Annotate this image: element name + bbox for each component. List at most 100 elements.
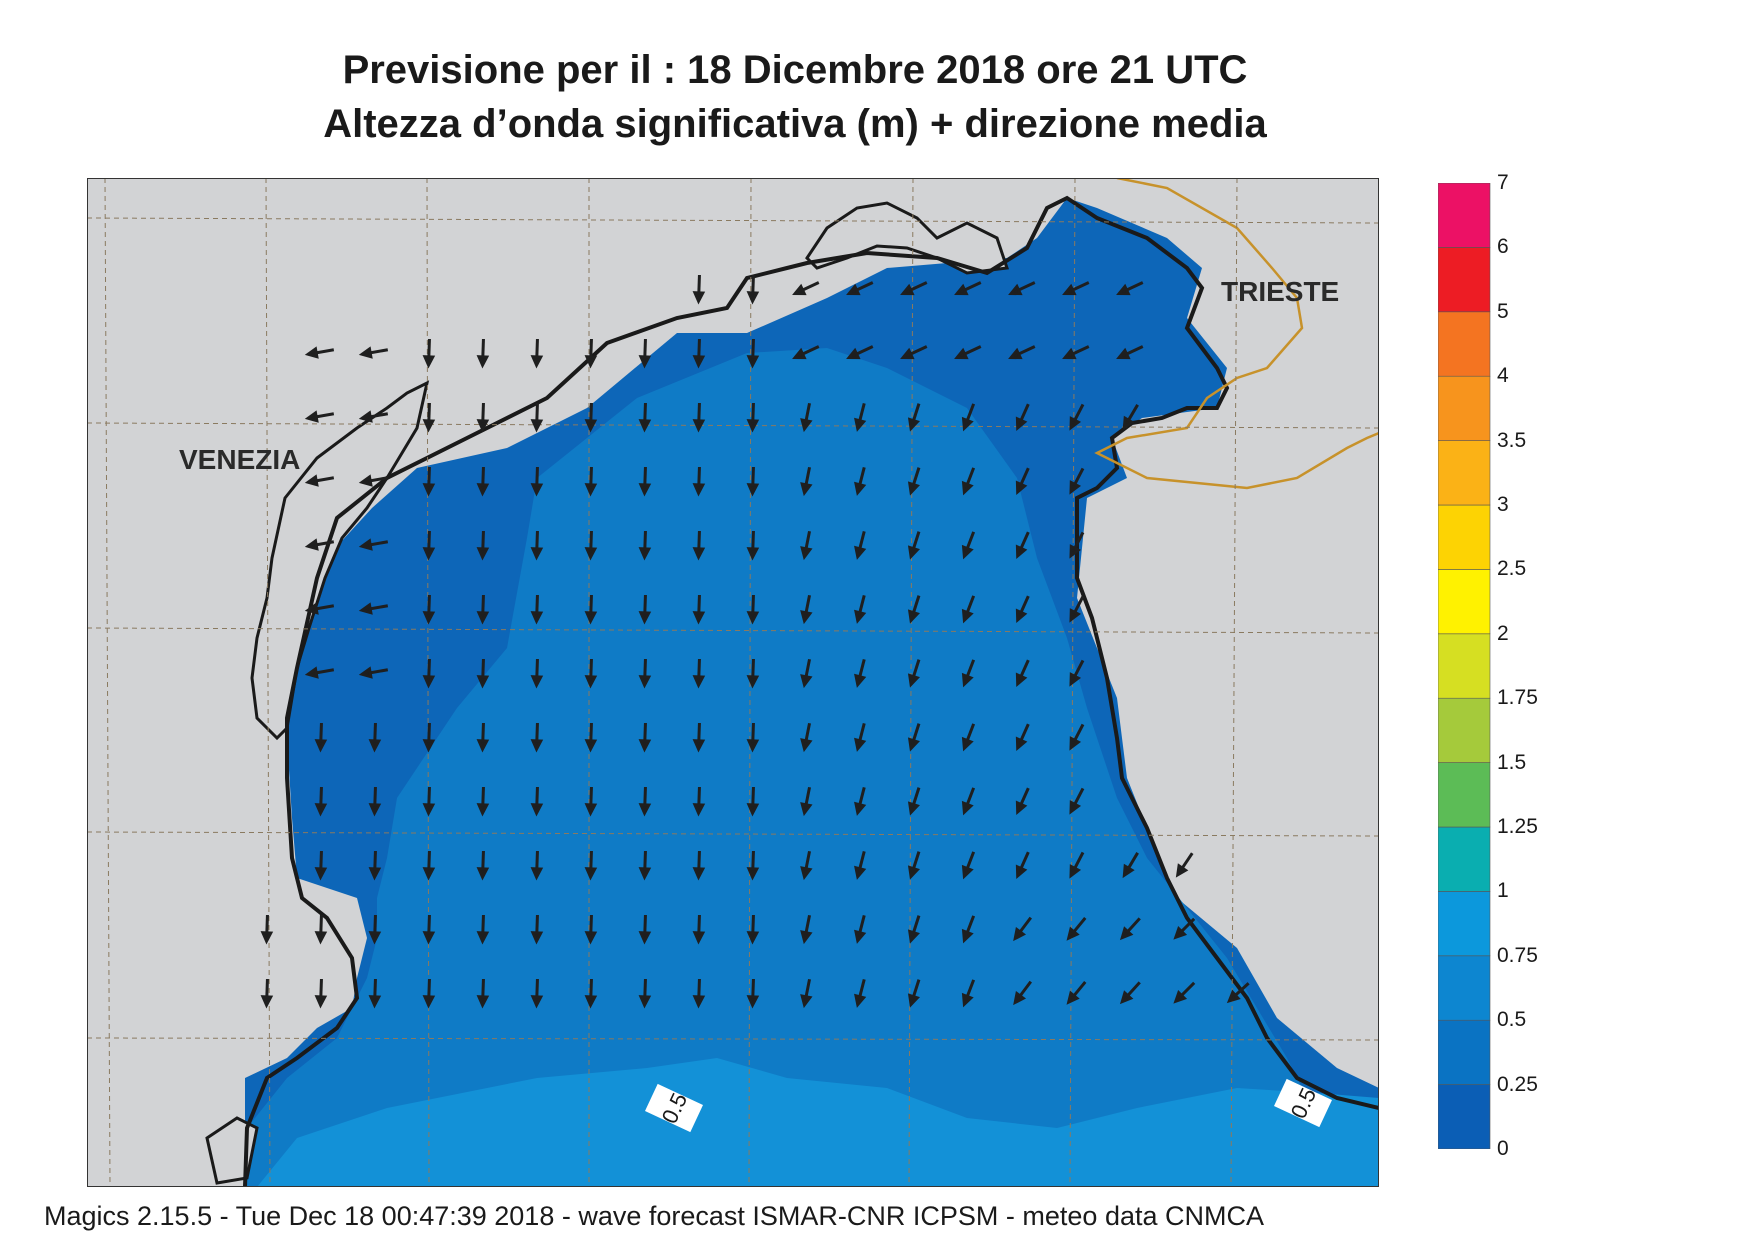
footer-credits: Magics 2.15.5 - Tue Dec 18 00:47:39 2018… [44, 1201, 1264, 1231]
wave-arrow-head [692, 931, 706, 945]
colorbar-label: 7 [1497, 171, 1509, 194]
wave-arrow-head [854, 417, 867, 432]
colorbar-label: 3 [1497, 493, 1509, 516]
map-title: Previsione per il : 18 Dicembre 2018 ore… [342, 48, 1248, 92]
wave-arrow-head [584, 995, 598, 1009]
wave-arrow-head [1015, 416, 1028, 432]
wave-arrow-head [368, 867, 382, 881]
wave-arrow-head [1116, 283, 1131, 296]
state-border [1094, 178, 1379, 490]
wave-arrow-head [1069, 672, 1082, 687]
wave-arrow-head [746, 291, 760, 305]
wave-arrow-head [907, 801, 920, 816]
wave-arrow-head [746, 803, 760, 817]
wave-arrow-head [692, 867, 706, 881]
wave-arrow-head [846, 283, 861, 296]
colorbar-label: 1.5 [1497, 750, 1527, 774]
wave-arrow-head [900, 347, 915, 360]
wave-arrow-head [260, 931, 274, 945]
wave-arrow-head [961, 608, 974, 624]
wave-arrow-head [800, 546, 813, 561]
wave-arrow-head [746, 483, 760, 497]
wave-arrow-head [1013, 926, 1027, 942]
wave-arrow-head [368, 931, 382, 945]
wave-arrow-head [422, 483, 436, 497]
wave-arrow-head [422, 867, 436, 881]
wave-arrow-head [692, 611, 706, 625]
wave-arrow-head [961, 992, 974, 1008]
wave-arrow-head [1015, 608, 1028, 624]
wave-arrow-head [368, 739, 382, 753]
venice-lagoon-land [250, 380, 430, 741]
colorbar-label: 4 [1497, 364, 1509, 388]
wave-arrow-head [304, 474, 319, 487]
wave-arrow-head [476, 611, 490, 625]
wave-arrow-head [1015, 544, 1028, 560]
wave-arrow-head [1175, 863, 1189, 878]
wave-arrow-head [314, 803, 328, 817]
colorbar-box [1438, 1019, 1491, 1085]
wave-arrow-head [314, 995, 328, 1009]
wave-arrow-head [1015, 800, 1028, 816]
wave-arrow-head [746, 739, 760, 753]
wave-arrow-head [476, 355, 490, 369]
colorbar-box [1438, 375, 1491, 441]
wave-arrow-head [692, 419, 706, 433]
wave-arrow-head [638, 547, 652, 561]
wave-arrow-head [530, 675, 544, 689]
wave-arrow-head [954, 347, 969, 360]
wave-arrow-head [1069, 608, 1082, 623]
wave-arrow-head [692, 291, 706, 305]
wave-arrow-head [800, 482, 813, 497]
wave-arrow-head [854, 545, 867, 560]
wave-arrow-head [692, 739, 706, 753]
wave-arrow-head [422, 739, 436, 753]
wave-arrow-head [1122, 863, 1135, 879]
colorbar-box [1438, 1084, 1491, 1149]
wave-arrow-head [746, 995, 760, 1009]
wave-arrow-head [746, 931, 760, 945]
map-frame [87, 178, 1379, 1187]
colorbar-box [1438, 311, 1491, 377]
wave-arrow-head [1069, 416, 1082, 431]
wave-arrow-head [422, 547, 436, 561]
coastline [243, 195, 1379, 1187]
wave-arrow-head [1008, 347, 1023, 360]
wave-arrow-head [476, 739, 490, 753]
map-subtitle: Altezza d’onda significativa (m) + direz… [323, 102, 1267, 146]
wave-arrow-head [746, 675, 760, 689]
wave-arrow-head [961, 800, 974, 816]
wave-arrow-head [530, 995, 544, 1009]
wave-arrow-head [530, 803, 544, 817]
wave-arrow-head [358, 602, 373, 615]
colorbar-box [1438, 247, 1491, 313]
colorbar-label: 2.5 [1497, 557, 1527, 581]
wave-arrow-head [1226, 989, 1241, 1004]
wave-arrow-head [692, 355, 706, 369]
wave-arrow-head [907, 929, 920, 944]
wave-arrow-head [422, 931, 436, 945]
wave-arrow-head [961, 672, 974, 688]
wave-arrow-head [1069, 800, 1082, 815]
wave-arrow-head [530, 547, 544, 561]
wave-arrow-head [854, 993, 867, 1008]
wave-arrow-head [638, 483, 652, 497]
wave-arrow-head [961, 480, 974, 496]
wave-arrow-head [476, 419, 490, 433]
wave-arrow-head [358, 538, 373, 551]
wave-arrow-head [358, 346, 373, 359]
wave-arrow-head [584, 675, 598, 689]
wave-arrow-head [260, 995, 274, 1009]
wave-arrow-head [638, 675, 652, 689]
wave-arrow-head [638, 931, 652, 945]
wave-arrow-head [961, 736, 974, 752]
wave-arrow-head [530, 419, 544, 433]
colorbar-legend [1438, 183, 1491, 1149]
wave-arrow-head [746, 611, 760, 625]
wave-arrow-head [368, 803, 382, 817]
colorbar-box [1438, 955, 1491, 1021]
wave-arrow-head [476, 675, 490, 689]
wave-arrow-head [961, 928, 974, 944]
wave-arrow-head [1015, 672, 1028, 688]
colorbar-box [1438, 440, 1491, 506]
